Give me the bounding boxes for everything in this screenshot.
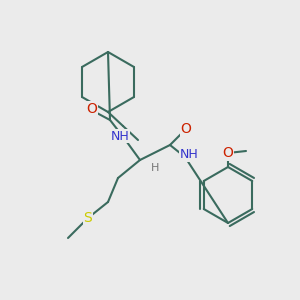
Text: H: H bbox=[151, 163, 159, 173]
Text: S: S bbox=[84, 211, 92, 225]
Text: O: O bbox=[87, 102, 98, 116]
Text: NH: NH bbox=[180, 148, 198, 161]
Text: NH: NH bbox=[111, 130, 129, 142]
Text: O: O bbox=[223, 146, 233, 160]
Text: O: O bbox=[181, 122, 191, 136]
